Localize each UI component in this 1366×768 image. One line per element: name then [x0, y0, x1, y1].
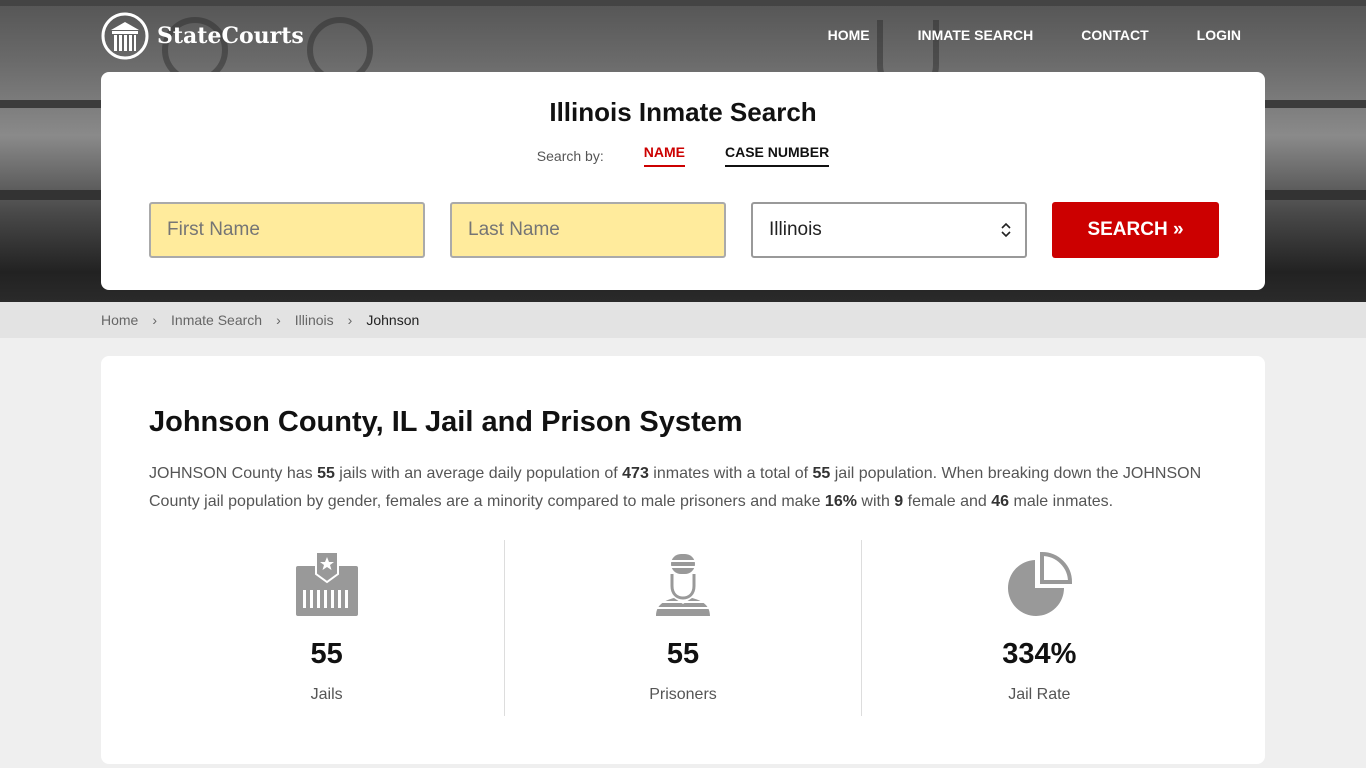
prisoner-icon	[655, 554, 710, 616]
nav-home[interactable]: HOME	[827, 27, 870, 43]
jails-label: Jails	[310, 686, 343, 703]
hero-header: StateCourts HOME INMATE SEARCH CONTACT L…	[0, 0, 1366, 302]
breadcrumb: Home › Inmate Search › Illinois › Johnson	[0, 302, 1366, 338]
crumb-johnson: Johnson	[366, 312, 420, 328]
tab-case-number[interactable]: CASE NUMBER	[724, 144, 830, 167]
pie-chart-icon	[1008, 551, 1073, 616]
county-panel: Johnson County, IL Jail and Prison Syste…	[101, 356, 1265, 764]
chevron-right-icon: ›	[276, 312, 281, 328]
crumb-illinois[interactable]: Illinois	[294, 312, 334, 328]
jails-count: 55	[310, 638, 343, 670]
prisoners-label: Prisoners	[649, 686, 717, 703]
chevron-right-icon: ›	[347, 312, 353, 328]
first-name-input[interactable]	[149, 202, 425, 258]
search-by-label: Search by:	[536, 147, 604, 164]
state-select[interactable]: Illinois	[751, 202, 1027, 258]
stat-jails: 55 Jails	[149, 540, 506, 716]
search-card: Illinois Inmate Search Search by: NAME C…	[101, 72, 1265, 290]
nav-login[interactable]: LOGIN	[1196, 27, 1241, 43]
state-value: Illinois	[769, 219, 822, 240]
nav-inmate-search[interactable]: INMATE SEARCH	[917, 27, 1034, 43]
jail-icon	[295, 551, 358, 616]
brand-name: StateCourts	[157, 23, 304, 49]
jail-rate-label: Jail Rate	[1008, 686, 1071, 703]
updown-icon	[1001, 222, 1011, 238]
jail-rate-value: 334%	[1002, 638, 1077, 670]
logo[interactable]: StateCourts	[101, 12, 304, 60]
prisoners-count: 55	[666, 638, 700, 670]
courthouse-logo-icon	[101, 12, 149, 60]
crumb-inmate-search[interactable]: Inmate Search	[171, 312, 263, 328]
page-title: Johnson County, IL Jail and Prison Syste…	[149, 406, 743, 438]
county-summary: JOHNSON County has 55 jails with an aver…	[149, 465, 1202, 510]
stat-prisoners: 55 Prisoners	[505, 540, 862, 716]
chevron-right-icon: ›	[152, 312, 158, 328]
search-button[interactable]: SEARCH »	[1052, 202, 1219, 258]
crumb-home[interactable]: Home	[101, 312, 139, 328]
search-title: Illinois Inmate Search	[549, 97, 817, 127]
top-nav: HOME INMATE SEARCH CONTACT LOGIN	[828, 27, 1241, 43]
last-name-input[interactable]	[450, 202, 726, 258]
stat-jail-rate: 334% Jail Rate	[862, 540, 1217, 716]
tab-name[interactable]: NAME	[643, 144, 685, 167]
nav-contact[interactable]: CONTACT	[1081, 27, 1149, 43]
